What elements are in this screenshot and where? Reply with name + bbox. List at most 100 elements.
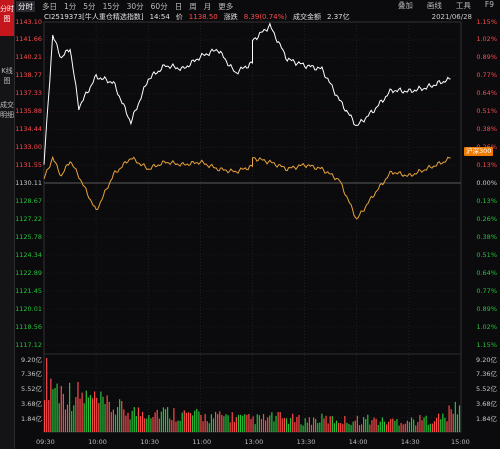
volume-bar (388, 421, 390, 432)
percent-tick-label: 1.15% (476, 340, 497, 349)
volume-bar (365, 419, 367, 432)
volume-bar (415, 425, 417, 432)
volume-bar (390, 418, 392, 432)
time-tick-label: 10:00 (88, 438, 107, 446)
volume-bar (237, 414, 240, 432)
volume-bar (273, 421, 275, 432)
volume-bar (156, 409, 158, 432)
period-week[interactable]: 周 (189, 1, 197, 11)
volume-bar (292, 413, 294, 432)
price-tick-label: 1143.10 (15, 17, 42, 26)
volume-bar (429, 423, 431, 432)
volume-bar (450, 409, 452, 432)
volume-bar (294, 422, 296, 432)
volume-bar (71, 411, 73, 432)
period-1min[interactable]: 1分 (64, 1, 77, 11)
volume-bar (160, 411, 162, 432)
volume-bar (321, 413, 323, 432)
period-month[interactable]: 月 (203, 1, 212, 11)
volume-bar (135, 415, 137, 432)
volume-bar (52, 389, 54, 432)
draw-line-button[interactable]: 画线 (426, 1, 442, 10)
more-periods-button[interactable]: 更多 (218, 1, 234, 11)
volume-bar (304, 418, 306, 432)
change-value: 8.39(0.74%) (243, 13, 288, 21)
tools-button[interactable]: 工具 (455, 1, 471, 10)
volume-bar (244, 414, 246, 432)
volume-bar (104, 403, 106, 432)
volume-bar (369, 424, 371, 432)
volume-bar (352, 421, 354, 432)
volume-bar (344, 416, 346, 432)
period-5min[interactable]: 5分 (83, 1, 96, 11)
volume-bar (417, 421, 419, 432)
volume-bar (300, 424, 302, 432)
time-tick-label: 14:30 (400, 438, 420, 446)
volume-bar (275, 415, 277, 432)
volume-bar (206, 421, 208, 432)
quote-date: 2021/06/28 (431, 13, 472, 21)
period-day[interactable]: 日 (174, 1, 183, 11)
f9-button[interactable]: F9 (484, 0, 494, 9)
volume-bar (175, 421, 177, 432)
volume-bar (123, 409, 125, 432)
volume-bar (392, 418, 394, 432)
volume-bar (277, 412, 279, 432)
volume-bar (413, 419, 415, 432)
volume-bar (171, 420, 173, 432)
period-30min[interactable]: 30分 (126, 1, 144, 11)
tab-trade-details[interactable]: 成交明细 (0, 101, 14, 119)
volume-bar (287, 423, 290, 432)
volume-bar (283, 417, 285, 432)
percent-tick-label: 0.38% (476, 232, 497, 241)
price-value: 1138.50 (188, 13, 218, 21)
volume-bar (306, 422, 308, 432)
volume-bar (335, 420, 338, 432)
volume-bar (110, 412, 112, 432)
volume-bar (269, 415, 271, 432)
volume-tick-label: 7.36亿 (21, 370, 42, 379)
tab-intraday-chart[interactable]: 分时图 (0, 0, 14, 36)
volume-bar (381, 417, 383, 432)
volume-bar (342, 424, 344, 432)
volume-bar (258, 415, 260, 432)
volume-bar (185, 412, 187, 432)
volume-bar (427, 424, 429, 432)
tab-kline-chart[interactable]: K线图 (1, 67, 13, 85)
volume-bar (196, 408, 198, 432)
volume-bar (137, 407, 140, 432)
volume-bar (402, 424, 404, 432)
volume-bar (179, 420, 181, 432)
price-tick-label: 1140.21 (15, 53, 42, 62)
period-intraday[interactable]: 分时 (16, 0, 35, 12)
volume-bar (356, 415, 358, 432)
volume-bar (329, 416, 331, 432)
volume-bar (73, 405, 75, 432)
percent-tick-label: 0.26% (476, 214, 497, 223)
volume-bar (239, 414, 242, 432)
overlay-button[interactable]: 叠加 (397, 1, 413, 10)
volume-bar (62, 393, 64, 432)
volume-bar (319, 422, 321, 432)
volume-bar (200, 414, 202, 432)
volume-bar (146, 418, 148, 432)
volume-tick-label: 1.84亿 (21, 414, 42, 423)
volume-bar (435, 417, 438, 432)
volume-bar (423, 417, 425, 432)
volume-bar (267, 417, 269, 432)
period-60min[interactable]: 60分 (150, 1, 168, 11)
overlay-index-badge[interactable]: 沪深300 (464, 147, 494, 156)
period-15min[interactable]: 15分 (102, 1, 120, 11)
volume-bar (144, 418, 146, 432)
volume-bar (94, 391, 96, 432)
volume-bar (58, 403, 60, 432)
volume-bar (410, 417, 413, 432)
period-multiday[interactable]: 多日 (42, 1, 57, 11)
volume-bar (446, 421, 448, 432)
volume-bar (260, 418, 263, 432)
amount-value: 2.37亿 (327, 13, 350, 21)
volume-bar (310, 424, 313, 432)
volume-bar (242, 415, 244, 432)
volume-bar (250, 419, 252, 432)
